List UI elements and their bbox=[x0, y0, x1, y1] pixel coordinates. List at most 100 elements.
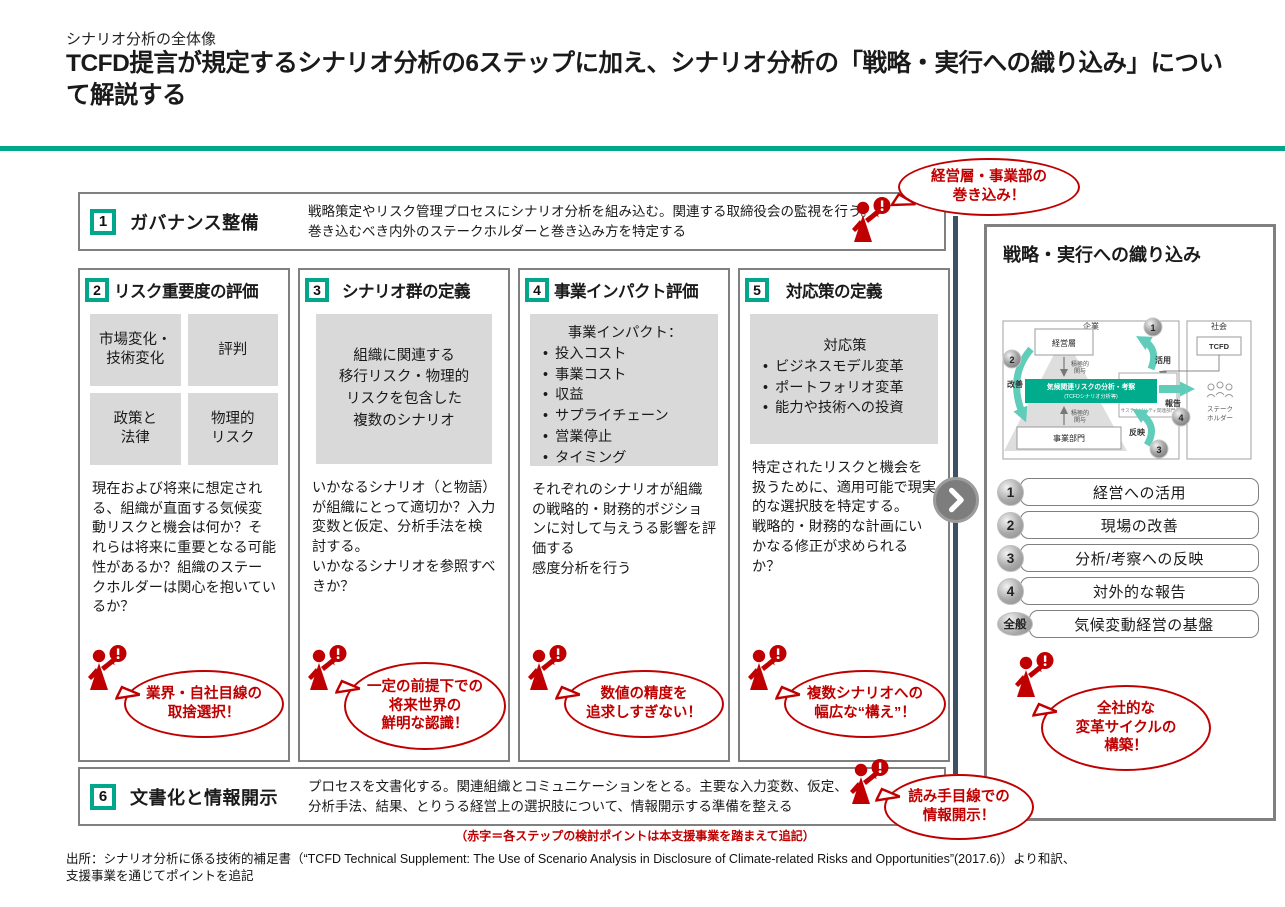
arrow1-number-label: 1 bbox=[1150, 323, 1155, 333]
item-general-label: 気候変動経営の基盤 bbox=[1029, 610, 1259, 638]
response-item: ポートフォリオ変革 bbox=[758, 378, 932, 399]
step3-number-badge: 3 bbox=[305, 278, 329, 302]
item3-label: 分析/考察への反映 bbox=[1020, 544, 1259, 572]
step6-disclosure-box: 6 文書化と情報開示 プロセスを文書化する。関連組織とコミュニケーションをとる。… bbox=[78, 767, 946, 826]
presenter-alert-icon bbox=[86, 644, 130, 690]
risk-cell-market-tech: 市場変化・ 技術変化 bbox=[90, 314, 181, 386]
step3-column: 3 シナリオ群の定義 組織に関連する 移行リスク・物理的 リスクを包含した 複数… bbox=[298, 268, 510, 762]
response-options-box: 対応策 ビジネスモデル変革 ポートフォリオ変革 能力や技術への投資 bbox=[750, 314, 938, 444]
step5-body-text: 特定されたリスクと機会を扱うために、適用可能で現実的な選択肢を特定する。 戦略的… bbox=[752, 460, 937, 575]
step5-number-badge: 5 bbox=[745, 278, 769, 302]
presenter-alert-icon bbox=[1013, 651, 1057, 697]
arrow3-label: 反映 bbox=[1129, 427, 1146, 437]
step1-number-badge: 1 bbox=[90, 208, 116, 235]
risk-category-grid: 市場変化・ 技術変化 評判 政策と 法律 物理的 リスク bbox=[90, 314, 278, 465]
item4-label: 対外的な報告 bbox=[1020, 577, 1259, 605]
arrow2-label: 改善 bbox=[1007, 379, 1023, 389]
management-box bbox=[1034, 328, 1094, 356]
page-title: TCFD提言が規定するシナリオ分析の6ステップに加え、シナリオ分析の「戦略・実行… bbox=[66, 50, 1223, 110]
callout-tail bbox=[335, 678, 361, 697]
impact-item: 事業コスト bbox=[538, 365, 712, 386]
strategy-integration-panel: 戦略・実行への織り込み 企業 社会 TCFD 経営層 積極的 関与 サステナビリ bbox=[984, 224, 1276, 821]
arrow-reflect bbox=[1132, 408, 1155, 447]
callout-top-engagement: 経営層・事業部の 巻き込み！ bbox=[898, 158, 1080, 216]
involvement-label: 積極的 bbox=[1071, 360, 1089, 368]
arrow3-number bbox=[1149, 439, 1169, 459]
callout-tail bbox=[555, 684, 581, 703]
arrow1-label: 活用 bbox=[1155, 355, 1171, 365]
presenter-alert-icon bbox=[526, 644, 570, 690]
step4-title: 事業インパクト評価 bbox=[554, 283, 699, 301]
item-general-number: 全般 bbox=[997, 612, 1033, 636]
red-text-footnote: （赤字＝各ステップの検討ポイントは本支援事業を踏まえて追記） bbox=[455, 829, 815, 843]
arrow2-number-label: 2 bbox=[1009, 355, 1014, 365]
response-item: 能力や技術への投資 bbox=[758, 398, 932, 419]
climate-analysis-box bbox=[1025, 379, 1157, 403]
step4-body-text: それぞれのシナリオが組織の戦略的・財務的ポジションに対して与えうる影響を評価する… bbox=[532, 482, 717, 577]
list-item: 2 現場の改善 bbox=[997, 511, 1259, 539]
tcfd-label: TCFD bbox=[1209, 342, 1230, 351]
list-item: 1 経営への活用 bbox=[997, 478, 1259, 506]
business-dept-label: 事業部門 bbox=[1053, 433, 1085, 443]
slide-kicker: シナリオ分析の全体像 bbox=[66, 31, 217, 48]
step6-description: プロセスを文書化する。関連組織とコミュニケーションをとる。主要な入力変数、仮定、… bbox=[308, 778, 848, 814]
step2-number-badge: 2 bbox=[85, 278, 109, 302]
step6-number-badge: 6 bbox=[90, 783, 116, 810]
step2-column: 2 リスク重要度の評価 市場変化・ 技術変化 評判 政策と 法律 物理的 リスク… bbox=[78, 268, 290, 762]
step3-body-text: いかなるシナリオ（と物語）が組織にとって適切か？入力変数と仮定、分析手法を検討す… bbox=[312, 480, 496, 595]
involvement-label: 関与 bbox=[1074, 367, 1086, 375]
climate-analysis-sublabel: (TCFDシナリオ分析等) bbox=[1064, 392, 1118, 400]
impact-item: タイミング bbox=[538, 448, 712, 469]
step4-column: 4 事業インパクト評価 事業インパクト： 投入コスト 事業コスト 収益 サプライ… bbox=[518, 268, 730, 762]
climate-analysis-label: 気候関連リスクの分析・考察 bbox=[1047, 382, 1136, 391]
step5-title: 対応策の定義 bbox=[786, 283, 883, 301]
arrow-apply bbox=[1136, 336, 1158, 371]
stakeholder-label: ステーク bbox=[1207, 405, 1233, 413]
arrow2-number bbox=[1002, 349, 1022, 369]
response-box-title: 対応策 bbox=[823, 338, 867, 354]
step5-callout: 複数シナリオへの 幅広な“構え”！ bbox=[744, 642, 948, 760]
arrow4-number bbox=[1171, 407, 1191, 427]
item2-label: 現場の改善 bbox=[1020, 511, 1259, 539]
impact-item: 投入コスト bbox=[538, 344, 712, 365]
management-label: 経営層 bbox=[1052, 338, 1076, 348]
step4-callout: 数値の精度を 追求しすぎない！ bbox=[524, 642, 728, 760]
list-item: 4 対外的な報告 bbox=[997, 577, 1259, 605]
item1-number: 1 bbox=[997, 478, 1024, 506]
sustainability-dept-label: サステナビリティ関連部門 bbox=[1121, 407, 1176, 414]
integration-cycle-diagram: 企業 社会 TCFD 経営層 積極的 関与 サステナビリティ関連部門 気候関連リ… bbox=[1002, 317, 1252, 460]
involvement-label: 積極的 bbox=[1071, 409, 1089, 417]
step1-title: ガバナンス整備 bbox=[130, 212, 260, 233]
list-item: 3 分析/考察への反映 bbox=[997, 544, 1259, 572]
step2-callout: 業界・自社目線の 取捨選択！ bbox=[84, 642, 288, 760]
arrow4-label: 報告 bbox=[1165, 398, 1181, 408]
step1-governance-box: 1 ガバナンス整備 戦略策定やリスク管理プロセスにシナリオ分析を組み込む。関連す… bbox=[78, 192, 946, 251]
step2-body-text: 現在および将来に想定される、組織が直面する気候変動リスクと機会は何か？それらは将… bbox=[92, 481, 277, 616]
step3-title: シナリオ群の定義 bbox=[342, 283, 471, 301]
impact-item: 収益 bbox=[538, 385, 712, 406]
step4-number-badge: 4 bbox=[525, 278, 549, 302]
risk-cell-policy-legal: 政策と 法律 bbox=[90, 393, 181, 465]
callout-tail bbox=[775, 684, 801, 703]
item3-number: 3 bbox=[997, 544, 1024, 572]
callout-tail bbox=[875, 786, 901, 805]
callout-tail bbox=[1032, 701, 1058, 720]
impact-box-title: 事業インパクト： bbox=[567, 325, 683, 341]
callout-step6-disclosure: 読み手目線での 情報開示！ bbox=[884, 774, 1034, 840]
presenter-alert-icon bbox=[850, 196, 894, 242]
business-dept-box bbox=[1016, 426, 1122, 450]
stakeholder-label: ホルダー bbox=[1207, 413, 1233, 422]
society-label: 社会 bbox=[1211, 321, 1227, 331]
title-divider bbox=[0, 146, 1285, 151]
response-item: ビジネスモデル変革 bbox=[758, 357, 932, 378]
presenter-alert-icon bbox=[746, 644, 790, 690]
callout-transformation-cycle: 全社的な 変革サイクルの 構築！ bbox=[1041, 685, 1211, 771]
risk-cell-reputation: 評判 bbox=[187, 314, 278, 386]
callout-tail bbox=[115, 684, 141, 703]
item1-label: 経営への活用 bbox=[1020, 478, 1259, 506]
step1-description: 戦略策定やリスク管理プロセスにシナリオ分析を組み込む。関連する取締役会の監視を行… bbox=[308, 203, 875, 239]
integration-outcome-list: 1 経営への活用 2 現場の改善 3 分析/考察への反映 4 対外的な報告 全般… bbox=[997, 478, 1259, 643]
scenario-set-box: 組織に関連する 移行リスク・物理的 リスクを包含した 複数のシナリオ bbox=[316, 314, 492, 464]
step5-column: 5 対応策の定義 対応策 ビジネスモデル変革 ポートフォリオ変革 能力や技術への… bbox=[738, 268, 950, 762]
